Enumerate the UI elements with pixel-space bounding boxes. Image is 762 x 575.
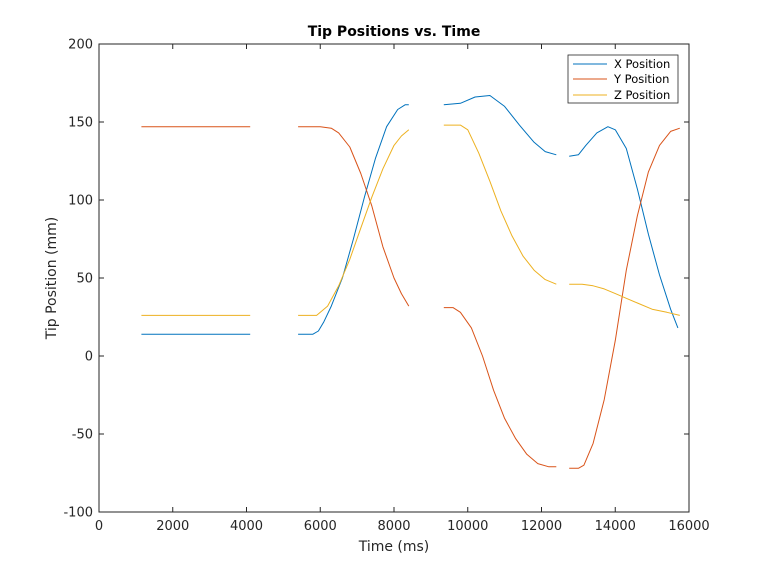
y-tick-label: 0: [85, 350, 93, 365]
y-tick-label: -100: [63, 506, 93, 521]
x-tick-label: 2000: [156, 519, 189, 534]
y-axis-label: Tip Position (mm): [44, 217, 60, 341]
series-y-position: [141, 126, 680, 469]
x-tick-label: 10000: [447, 519, 488, 534]
y-tick-label: -50: [72, 428, 93, 443]
x-tick-label: 0: [95, 519, 103, 534]
y-tick-label: 50: [76, 272, 93, 287]
series-line-z-position: [569, 283, 680, 316]
x-tick-label: 12000: [521, 519, 562, 534]
y-tick-label: 100: [68, 194, 93, 209]
series-line-x-position: [569, 126, 679, 329]
series-line-z-position: [443, 124, 557, 285]
x-tick-label: 4000: [230, 519, 263, 534]
x-tick-label: 6000: [304, 519, 337, 534]
legend-label-z: Z Position: [614, 88, 670, 102]
series-line-x-position: [298, 104, 409, 335]
legend: X Position Y Position Z Position: [567, 54, 679, 104]
x-axis-label: Time (ms): [358, 539, 430, 555]
chart-title: Tip Positions vs. Time: [308, 24, 481, 40]
series-layer: [141, 95, 680, 469]
series-line-y-position: [569, 127, 680, 469]
series-x-position: [141, 95, 679, 335]
series-line-x-position: [443, 95, 557, 156]
x-tick-label: 8000: [377, 519, 410, 534]
ticks-layer: 0 2000 4000 6000 8000 10000 12000 14000 16000-10…: [63, 38, 709, 535]
series-line-y-position: [298, 126, 410, 307]
series-line-z-position: [298, 129, 410, 316]
x-tick-label: 14000: [595, 519, 636, 534]
series-z-position: [141, 124, 680, 316]
series-line-y-position: [443, 307, 557, 468]
y-tick-label: 150: [68, 116, 93, 131]
y-tick-label: 200: [68, 38, 93, 53]
x-tick-label: 16000: [668, 519, 709, 534]
legend-label-y: Y Position: [613, 72, 669, 86]
legend-label-x: X Position: [614, 57, 670, 71]
